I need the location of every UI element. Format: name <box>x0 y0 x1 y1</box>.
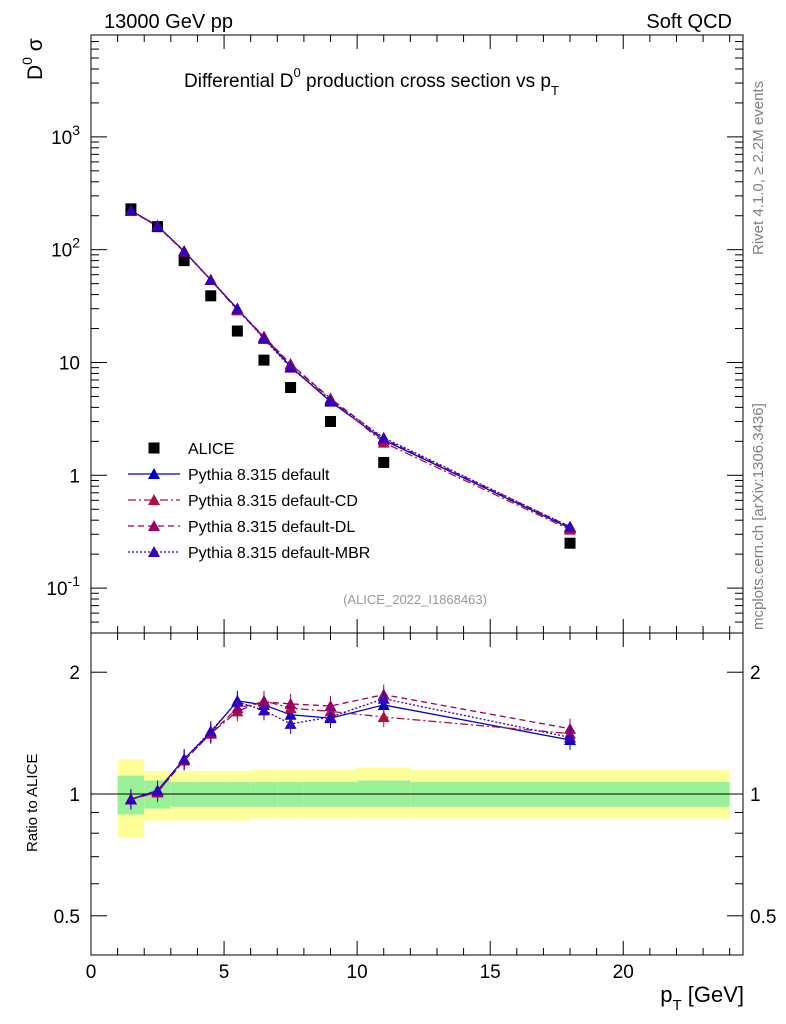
ratio-point-series-3 <box>257 704 270 716</box>
legend-label-alice: ALICE <box>188 441 234 458</box>
legend-marker-3 <box>148 520 160 531</box>
data-point-alice <box>231 325 243 337</box>
ratio-point-series-3 <box>324 710 337 722</box>
main-panel: 10-1 1 10 102 103 <box>46 34 744 634</box>
ratio-y-tick-label-right: 1 <box>750 785 761 806</box>
ratio-y-tick-label: 2 <box>69 663 80 684</box>
legend-marker-alice <box>148 442 160 454</box>
ratio-y-tick-label-right: 0.5 <box>750 907 776 928</box>
x-tick-label: 15 <box>480 962 501 983</box>
x-axis-label: pT [GeV] <box>660 982 744 1014</box>
legend-label-mbr: Pythia 8.315 default-MBR <box>188 545 370 562</box>
x-tick-label: 5 <box>219 962 230 983</box>
data-point-series-4 <box>284 361 297 373</box>
legend: ALICE Pythia 8.315 default Pythia 8.315 … <box>128 441 370 562</box>
analysis-tag: (ALICE_2022_I1868463) <box>343 592 487 607</box>
legend-label-default: Pythia 8.315 default <box>188 467 330 484</box>
mcplots-reference-label: mcplots.cern.ch [arXiv:1306.3436] <box>750 403 767 630</box>
data-point-series-4 <box>204 273 217 285</box>
y-tick-label: 103 <box>51 122 80 149</box>
data-point-series-4 <box>151 220 164 232</box>
main-ylabel: D0 σ <box>19 38 47 80</box>
x-tick-label: 20 <box>613 962 634 983</box>
energy-label: 13000 GeV pp <box>104 11 233 33</box>
legend-marker-1 <box>148 468 160 479</box>
data-point-alice <box>178 255 190 267</box>
ratio-y-tick-label-right: 2 <box>750 663 761 684</box>
data-point-series-4 <box>257 332 270 344</box>
ratio-point-series-3 <box>231 695 244 707</box>
data-point-series-4 <box>377 431 390 443</box>
ratio-line-2 <box>130 694 571 800</box>
ratio-point-series-3 <box>124 793 137 805</box>
main-frame <box>90 34 744 634</box>
y-tick-label: 10 <box>59 353 80 374</box>
series-line-4 <box>130 210 571 528</box>
data-point-series-4 <box>124 204 137 216</box>
ratio-ylabel: Ratio to ALICE <box>24 754 41 852</box>
y-tick-label: 102 <box>51 235 80 262</box>
chart-title: Differential D0 production cross section… <box>184 65 559 98</box>
ratio-point-series-2 <box>324 700 337 712</box>
ratio-point-series-3 <box>377 692 390 704</box>
ratio-line-3 <box>130 698 571 800</box>
data-point-series-4 <box>231 302 244 314</box>
process-label: Soft QCD <box>646 11 732 33</box>
legend-marker-4 <box>148 546 160 557</box>
ratio-point-series-3 <box>564 731 577 743</box>
data-point-alice <box>205 290 217 302</box>
y-tick-label: 10-1 <box>46 573 80 600</box>
data-point-alice <box>325 415 337 427</box>
ratio-point-series-3 <box>178 753 191 765</box>
legend-label-cd: Pythia 8.315 default-CD <box>188 493 358 510</box>
data-point-alice <box>564 537 576 549</box>
legend-marker-2 <box>148 494 160 505</box>
legend-label-dl: Pythia 8.315 default-DL <box>188 519 355 536</box>
ratio-point-series-1 <box>377 710 390 722</box>
data-point-series-4 <box>564 520 577 532</box>
rivet-version-label: Rivet 4.1.0, ≥ 2.2M events <box>750 81 767 255</box>
ratio-point-series-3 <box>204 725 217 737</box>
x-tick-label: 10 <box>347 962 368 983</box>
ratio-point-series-3 <box>284 717 297 729</box>
data-point-alice <box>285 382 297 394</box>
ratio-y-tick-label: 1 <box>69 785 80 806</box>
ratio-panel: 0 5 10 15 20 0.5 0.5 1 1 2 2 <box>54 35 776 983</box>
ratio-point-series-2 <box>284 697 297 709</box>
ratio-point-series-3 <box>151 784 164 796</box>
data-point-alice <box>258 354 270 366</box>
data-point-alice <box>378 456 390 468</box>
y-tick-label: 1 <box>69 466 80 487</box>
ratio-y-tick-label: 0.5 <box>54 907 80 928</box>
data-point-series-4 <box>178 245 191 257</box>
x-tick-label: 0 <box>86 962 97 983</box>
data-point-series-4 <box>324 394 337 406</box>
